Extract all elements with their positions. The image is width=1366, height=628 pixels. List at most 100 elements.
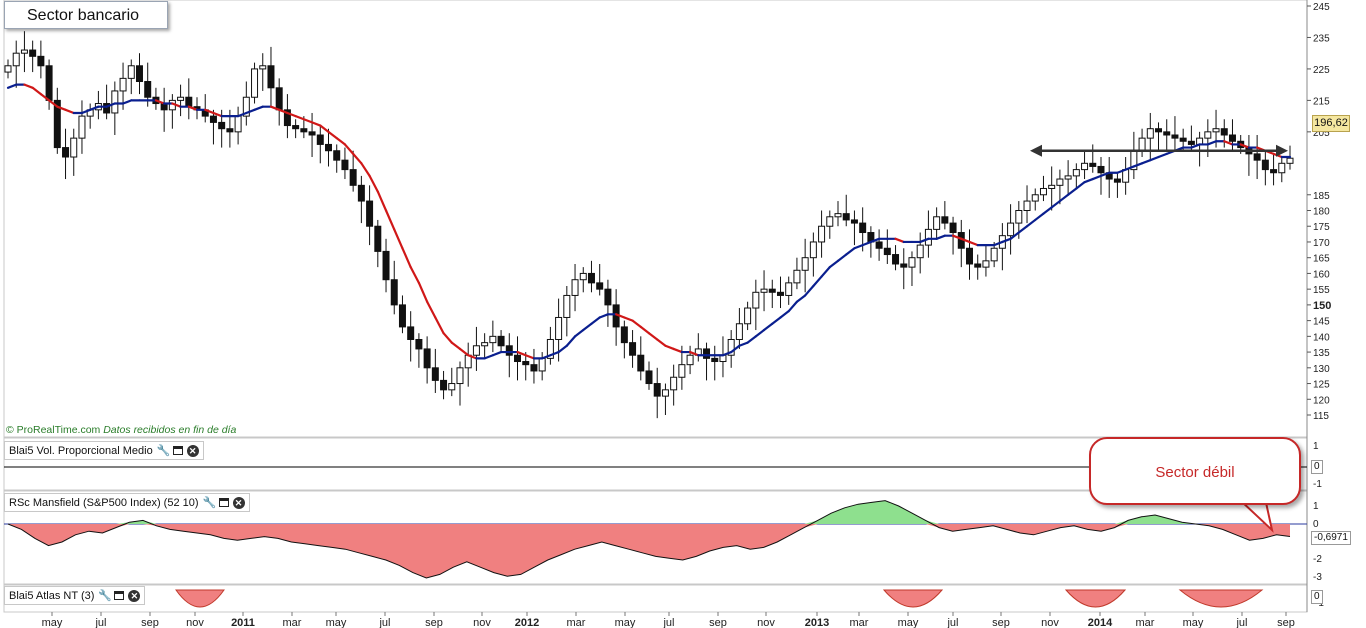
moving-average-segment (39, 92, 51, 102)
x-axis-label: may (615, 617, 636, 628)
x-axis-label: mar (567, 617, 586, 628)
candle-body (892, 254, 900, 265)
candle-body (316, 134, 324, 145)
rsc-axis-label: 0 (1313, 519, 1319, 530)
moving-average-segment (869, 237, 881, 244)
y-tick-label: 215 (1313, 96, 1330, 107)
close-icon[interactable]: ✕ (128, 589, 141, 602)
candle-body (1261, 159, 1269, 171)
moving-average-segment (935, 234, 946, 240)
y-tick-label: 140 (1313, 332, 1330, 343)
candle-body (1081, 162, 1089, 171)
wrench-icon[interactable]: 🔧 (98, 589, 113, 602)
moving-average-segment (1058, 193, 1070, 203)
candle-body (275, 87, 283, 111)
candle-body (538, 357, 546, 372)
x-axis-label: mar (1136, 617, 1155, 628)
moving-average-segment (754, 328, 766, 338)
candle-body (752, 291, 760, 309)
x-axis-label: sep (1277, 617, 1295, 628)
candle-body (308, 131, 316, 136)
candle-body (587, 272, 595, 284)
arrow-head-right (1276, 144, 1288, 157)
x-axis-label: jul (946, 617, 958, 628)
candle-body (875, 241, 883, 249)
candle-body (505, 345, 513, 356)
moving-average-segment (894, 237, 905, 244)
moving-average-segment (1140, 159, 1152, 165)
atlas-panel-name: Blai5 Atlas NT (3) (9, 589, 95, 602)
window-icon[interactable] (114, 591, 125, 600)
moving-average-segment (1034, 212, 1045, 222)
window-icon[interactable] (172, 446, 183, 455)
moving-average-segment (212, 111, 223, 118)
candle-body (620, 326, 628, 344)
candle-body (670, 376, 678, 391)
moving-average-segment (310, 121, 322, 127)
candle-body (571, 279, 579, 296)
close-icon[interactable]: ✕ (232, 496, 245, 509)
candle-body (645, 370, 653, 385)
moving-average-segment (417, 281, 429, 303)
candle-body (850, 219, 858, 224)
candle-body (29, 49, 37, 57)
candle-body (859, 222, 867, 234)
candle-body (941, 216, 949, 224)
x-axis-label: may (42, 617, 63, 628)
y-tick-label: 155 (1313, 285, 1330, 296)
candle-body (1179, 137, 1187, 142)
x-axis-label: jul (94, 617, 106, 628)
moving-average-segment (1067, 187, 1078, 196)
candle-body (1187, 140, 1195, 145)
moving-average-segment (64, 108, 75, 115)
candle-body (834, 213, 842, 218)
vol-axis-label: 1 (1313, 441, 1319, 452)
y-tick-label: 205 (1313, 128, 1330, 139)
x-axis-label: may (898, 617, 919, 628)
candle-body (1023, 200, 1031, 211)
candle-body (1031, 194, 1039, 202)
moving-average-segment (795, 294, 807, 303)
candle-body (974, 263, 982, 268)
moving-average-segment (327, 130, 338, 140)
moving-average-segment (1075, 181, 1086, 190)
moving-average-segment (549, 350, 560, 357)
rsc-panel-name: RSc Mansfield (S&P500 Index) (52 10) (9, 496, 199, 509)
candle-body (686, 354, 694, 366)
candle-body (357, 184, 365, 202)
moving-average-segment (656, 338, 667, 347)
atlas-negative-area (175, 589, 225, 608)
x-axis-label: 2011 (231, 617, 255, 628)
candle-body (341, 159, 349, 171)
x-axis-label: may (326, 617, 347, 628)
copyright-text: © ProRealTime.com (6, 424, 101, 436)
moving-average-segment (1157, 152, 1168, 159)
candle-body (481, 342, 489, 347)
x-axis-label: nov (1041, 617, 1059, 628)
candle-body (924, 228, 932, 246)
x-axis-label: may (1183, 617, 1204, 628)
x-axis-label: jul (378, 617, 390, 628)
moving-average-segment (335, 137, 347, 146)
vol-value-tag: 0 (1311, 460, 1323, 474)
moving-average-segment (89, 105, 100, 111)
candle-body (448, 383, 456, 391)
candle-body (415, 338, 423, 350)
candle-body (78, 115, 86, 139)
candle-body (1048, 184, 1056, 189)
moving-average-segment (360, 162, 371, 177)
moving-average-segment (968, 240, 979, 247)
candle-body (62, 147, 70, 158)
candle-body (4, 65, 12, 73)
x-axis-label: 2012 (515, 617, 539, 628)
moving-average-segment (1050, 199, 1061, 209)
moving-average-segment (746, 335, 757, 344)
wrench-icon[interactable]: 🔧 (156, 444, 171, 457)
moving-average-segment (631, 319, 642, 329)
wrench-icon[interactable]: 🔧 (202, 496, 217, 509)
window-icon[interactable] (218, 498, 229, 507)
moving-average-segment (664, 344, 675, 351)
close-icon[interactable]: ✕ (186, 444, 199, 457)
candle-body (300, 128, 308, 133)
atlas-value-tag: 0 (1311, 590, 1323, 604)
